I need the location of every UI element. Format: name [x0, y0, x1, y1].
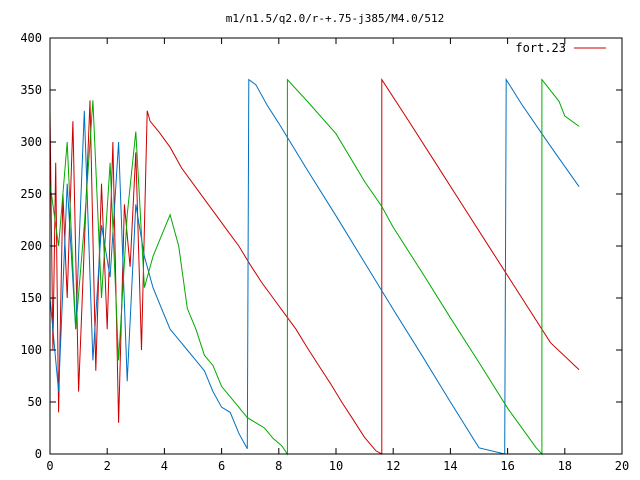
x-tick-label: 0 [46, 459, 53, 473]
chart-title: m1/n1.5/q2.0/r-+.75-j385/M4.0/512 [226, 12, 445, 25]
y-axis: 0 50 100 150 200 250 300 350 400 [20, 31, 622, 461]
x-tick-label: 8 [275, 459, 282, 473]
series-line-1 [49, 77, 580, 455]
series-line-2 [49, 77, 580, 455]
x-tick-label: 16 [500, 459, 514, 473]
y-tick-label: 200 [20, 239, 42, 253]
y-tick-label: 300 [20, 135, 42, 149]
x-tick-label: 12 [386, 459, 400, 473]
x-tick-label: 6 [218, 459, 225, 473]
x-tick-label: 10 [329, 459, 343, 473]
plot-series [49, 77, 580, 456]
x-tick-label: 2 [104, 459, 111, 473]
y-tick-label: 350 [20, 83, 42, 97]
y-tick-label: 150 [20, 291, 42, 305]
y-tick-label: 400 [20, 31, 42, 45]
y-tick-label: 250 [20, 187, 42, 201]
y-tick-label: 0 [35, 447, 42, 461]
y-tick-label: 50 [28, 395, 42, 409]
series-line-3 [49, 78, 580, 456]
x-tick-label: 4 [161, 459, 168, 473]
x-tick-label: 18 [558, 459, 572, 473]
legend-label-fort23: fort.23 [515, 41, 566, 55]
x-axis: 0 2 4 6 8 10 12 14 16 18 20 [46, 38, 629, 473]
x-tick-label: 20 [615, 459, 629, 473]
x-tick-label: 14 [443, 459, 457, 473]
y-tick-label: 100 [20, 343, 42, 357]
legend: fort.23 [515, 41, 606, 55]
